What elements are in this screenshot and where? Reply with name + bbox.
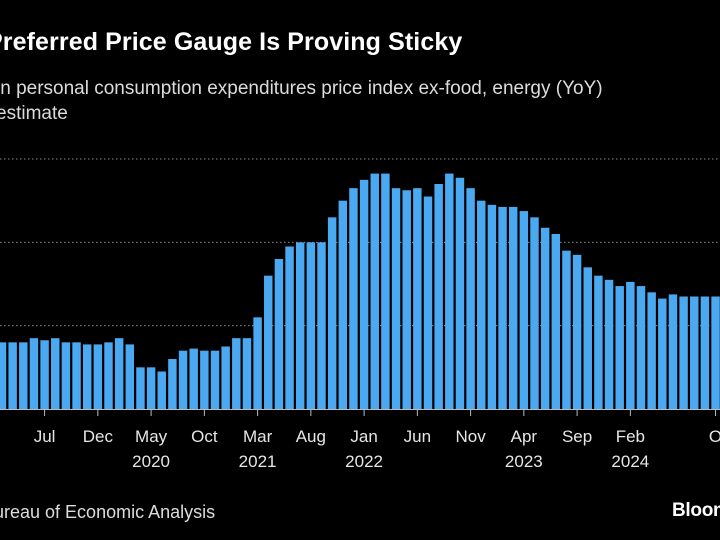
bar	[253, 317, 262, 409]
bar	[317, 242, 326, 409]
bar	[402, 190, 411, 409]
bar	[562, 250, 571, 409]
bar	[82, 344, 92, 409]
bar	[114, 338, 124, 409]
bar	[647, 292, 656, 409]
bar	[349, 188, 358, 409]
bar	[477, 200, 486, 409]
chart-title: Preferred Price Gauge Is Proving Sticky	[0, 28, 463, 56]
bar	[338, 200, 348, 409]
bar	[168, 359, 177, 409]
bar	[178, 350, 188, 409]
bar	[146, 367, 156, 409]
x-tick-label: O	[709, 427, 720, 446]
bar	[274, 259, 284, 409]
bar	[93, 344, 103, 409]
bar	[466, 188, 475, 409]
x-tick-label: Apr	[511, 427, 538, 446]
x-tick-label: Jan	[350, 427, 377, 446]
bar	[210, 350, 220, 409]
bar	[285, 246, 294, 409]
bar	[306, 242, 316, 409]
bar	[104, 342, 113, 409]
bar	[690, 296, 699, 409]
x-tick-label: Sep	[562, 427, 592, 446]
bar	[519, 211, 529, 409]
bar	[615, 286, 624, 409]
bar	[189, 348, 198, 409]
bar	[668, 294, 678, 409]
x-tick-label: Dec	[83, 427, 114, 446]
x-tick-label: Jul	[34, 427, 56, 446]
x-tick-year-label: 2024	[611, 452, 649, 471]
bar	[455, 177, 465, 409]
bar	[540, 227, 550, 409]
bar	[264, 275, 273, 409]
bar	[51, 338, 60, 409]
x-tick-label: Oct	[191, 427, 218, 446]
bar	[295, 242, 305, 409]
bar	[61, 342, 71, 409]
bar-series	[0, 173, 720, 409]
bar	[19, 342, 28, 409]
subtitle-line-2: estimate	[0, 103, 68, 124]
bar	[381, 173, 390, 409]
bar	[391, 188, 401, 409]
bar	[359, 179, 369, 409]
x-tick-year-label: 2023	[505, 452, 543, 471]
bar	[242, 338, 252, 409]
bar	[583, 267, 592, 409]
bar	[29, 338, 39, 409]
bar	[498, 206, 507, 409]
bar	[125, 344, 135, 409]
bar	[0, 342, 7, 409]
subtitle-line-1: in personal consumption expenditures pri…	[0, 78, 603, 99]
bar	[200, 350, 209, 409]
bar	[445, 173, 454, 409]
bar	[232, 338, 241, 409]
bar	[327, 217, 337, 409]
bar	[136, 367, 145, 409]
bar	[434, 184, 443, 409]
brand-logo: Bloom	[672, 500, 720, 521]
x-axis-ticks: p9JulDecMay2020OctMar2021AugJan2022JunNo…	[34, 409, 720, 471]
x-tick-label: Nov	[455, 427, 486, 446]
bar	[626, 281, 635, 409]
bar	[700, 296, 710, 409]
x-tick-label: May	[135, 427, 168, 446]
bar	[551, 234, 561, 409]
bar	[423, 196, 433, 409]
bar	[679, 296, 688, 409]
bar	[157, 371, 166, 409]
bar	[636, 286, 646, 409]
bar	[370, 173, 379, 409]
x-tick-label: Aug	[296, 427, 326, 446]
bar	[594, 275, 603, 409]
bar	[8, 342, 17, 409]
bar	[221, 346, 230, 409]
bar	[604, 279, 614, 409]
bar	[413, 188, 422, 409]
x-tick-label: Jun	[404, 427, 431, 446]
bar	[572, 254, 582, 409]
bar	[711, 296, 720, 409]
x-tick-year-label: 2020	[132, 452, 170, 471]
bar	[508, 206, 518, 409]
x-tick-year-label: 2022	[345, 452, 383, 471]
bar	[487, 204, 497, 409]
chart-subtitle: in personal consumption expenditures pri…	[0, 76, 603, 126]
bar	[72, 342, 81, 409]
bar	[530, 217, 539, 409]
x-tick-label: Mar	[243, 427, 273, 446]
bar	[658, 298, 667, 409]
x-tick-year-label: 2021	[239, 452, 277, 471]
bar	[40, 340, 49, 409]
source-note: ureau of Economic Analysis	[0, 502, 216, 522]
x-tick-label: Feb	[616, 427, 645, 446]
